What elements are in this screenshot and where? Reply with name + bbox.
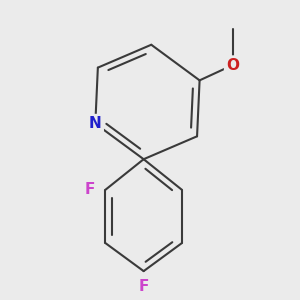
Text: N: N — [89, 116, 102, 131]
Text: O: O — [226, 58, 239, 73]
Text: F: F — [85, 182, 95, 197]
Text: F: F — [139, 279, 149, 294]
